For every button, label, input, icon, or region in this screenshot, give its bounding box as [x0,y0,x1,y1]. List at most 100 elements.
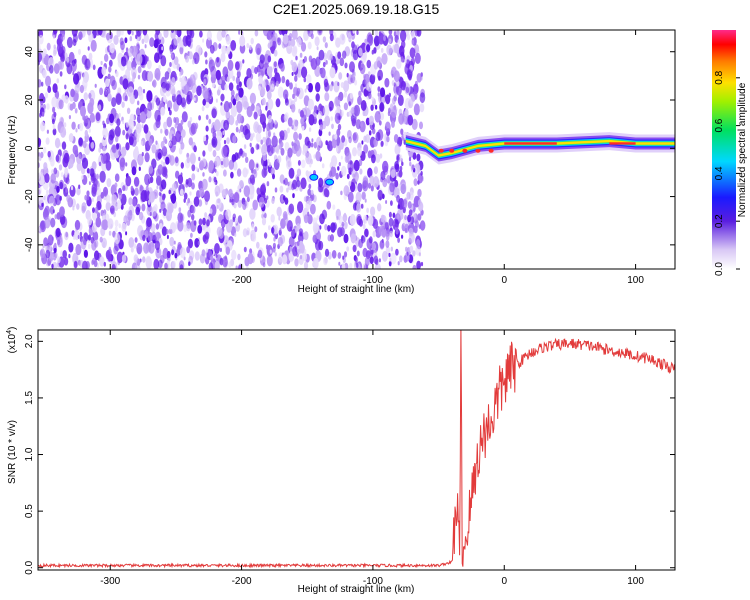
spectrogram-cell [406,191,411,200]
spectrogram-x-tick-label: 0 [501,275,507,286]
spectrogram-cell [38,52,43,63]
spectrogram-cell [375,153,381,163]
spectrogram-cell [252,132,255,138]
spectrogram-cell [107,218,114,230]
spectrogram-cell [135,206,140,216]
spectrogram-cell [172,260,176,269]
spectrogram-cell [386,174,391,184]
snr-axes: -300 -200 -100 0 100 0.0 0.5 1.0 1.5 2.0 [24,330,675,587]
spectrogram-cell [258,59,264,70]
spectrogram-cell [84,194,88,201]
spectrogram-cell [366,81,373,92]
spectrogram-cell [362,223,366,230]
spectrogram-cell [329,106,332,112]
spectrogram-cell [284,177,288,186]
spectrogram-cell [230,40,237,51]
spectrogram-cell [332,204,336,210]
spectrogram-cell [366,44,371,53]
spectrogram-cell [250,65,256,74]
spectrogram-cell [193,145,197,153]
spectrogram-cell [344,62,348,69]
spectrogram-cell [224,261,228,267]
spectrogram-cell [92,207,95,214]
spectrogram-cell [321,163,325,169]
spectrogram-cell [386,44,393,56]
spectrogram-cell [270,214,275,223]
spectrogram-cell [412,264,417,269]
spectrogram-cell [60,172,64,178]
spectrogram-cell [54,252,58,259]
spectrogram-cell [306,85,309,90]
spectrogram-cell [417,180,420,185]
spectrogram-cell [128,197,133,206]
spectrogram-cell [84,58,91,71]
spectrogram-cell [353,159,360,172]
spectrogram-cell [402,198,408,209]
spectrogram-cell [122,129,126,136]
spectrogram-cell [102,219,109,231]
spectrogram-cell [135,34,138,40]
spectrogram-cell [274,67,278,75]
spectrogram-cell [284,98,289,106]
spectrogram-cell [71,121,76,130]
spectrogram-cell [307,211,310,217]
spectrogram-cell [101,212,107,221]
spectrogram-cell [125,162,128,167]
spectrogram-cell [201,105,205,112]
spectrogram-cell [52,188,57,198]
spectrogram-cell [109,75,116,87]
spectrogram-cell [253,111,258,120]
spectrogram-cell [102,127,109,139]
snr-y-multiplier: (x104) [6,327,18,354]
spectrogram-cell [143,124,149,134]
spectrogram-cell [202,38,205,43]
spectrogram-cell [151,158,157,169]
spectrogram-cell [174,156,179,164]
spectrogram-cell [255,241,260,249]
spectrogram-cell [206,37,212,49]
spectrogram-cell [371,243,376,250]
spectrogram-cell [225,209,232,221]
spectrogram-cell [284,197,289,205]
spectrogram-cell [286,127,290,134]
spectrogram-cell [171,183,177,193]
spectrogram-heatmap [38,30,675,269]
spectrogram-cell [187,120,192,128]
spectrogram-cell [241,38,244,43]
signal-track-peak [449,148,455,153]
spectrogram-cell [343,212,347,218]
spectrogram-cell [403,139,407,145]
spectrogram-cell [412,250,416,257]
spectrogram-cell [323,256,328,266]
spectrogram-cell [308,127,312,132]
spectrogram-cell [291,61,298,73]
spectrogram-cell [224,122,228,128]
spectrogram-cell [349,262,353,269]
spectrogram-cell [137,66,142,74]
spectrogram-cell [360,235,366,244]
spectrogram-cell [414,220,419,228]
spectrogram-cell [181,129,186,138]
spectrogram-cell [370,249,374,255]
spectrogram-cell [385,233,390,241]
spectrogram-cell [406,254,410,261]
spectrogram-cell [261,182,266,191]
spectrogram-cell [382,177,388,188]
spectrogram-cell [296,37,302,48]
spectrogram-cell [335,37,341,48]
spectrogram-cell [221,75,226,83]
spectrogram-cell [95,112,101,122]
spectrogram-cell [340,190,343,196]
spectrogram-cell [367,167,373,178]
spectrogram-cell [50,158,55,167]
spectrogram-cell [144,230,149,238]
spectrogram-cell [130,185,134,192]
spectrogram-cell [385,240,390,249]
spectrogram-cell [243,185,250,198]
spectrogram-cell [130,246,134,253]
spectrogram-cell [138,211,144,221]
colorbar [712,30,736,269]
spectrogram-cell [340,110,344,117]
spectrogram-cell [212,131,217,139]
spectrogram-cell [394,144,401,156]
